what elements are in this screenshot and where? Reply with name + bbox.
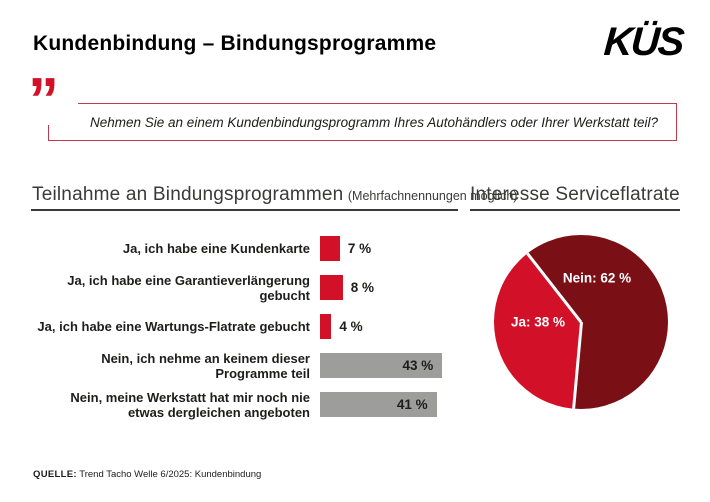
bar-category-label: Ja, ich habe eine Garantieverlängerung g… <box>67 272 310 303</box>
bar-category-label: Nein, ich nehme an keinem dieser Program… <box>101 350 310 381</box>
bar-value-label: 41 % <box>396 397 428 412</box>
pie-slice-divider <box>571 321 583 409</box>
bar-category-label: Ja, ich habe eine Wartungs-Flatrate gebu… <box>37 319 310 334</box>
bar-row: Nein, meine Werkstatt hat mir noch nie e… <box>33 389 458 420</box>
bar: 41 % <box>320 392 437 417</box>
bar-track: 41 % <box>320 392 448 417</box>
bar-track: 8 % <box>320 275 448 300</box>
bar-row: Ja, ich habe eine Wartungs-Flatrate gebu… <box>33 314 458 339</box>
pie-section-heading: Interesse Serviceflatrate <box>470 184 680 206</box>
bar <box>320 275 343 300</box>
bar-row: Ja, ich habe eine Kundenkarte 7 % <box>33 236 458 261</box>
bar-value-label: 7 % <box>347 241 372 256</box>
pie-slice-label-ja: Ja: 38 % <box>510 314 566 330</box>
bar-category-label: Ja, ich habe eine Kundenkarte <box>122 241 310 256</box>
bar-value-label: 43 % <box>402 358 434 373</box>
bar-value-label: 8 % <box>350 280 375 295</box>
pie-section-divider <box>470 209 680 211</box>
bar-section-subtitle: (Mehrfachnennungen möglich) <box>347 189 518 203</box>
quotation-mark-icon: ” <box>28 66 59 135</box>
pie-slice-label-nein: Nein: 62 % <box>562 270 632 286</box>
source-note: QUELLE: Trend Tacho Welle 6/2025: Kunden… <box>33 469 261 480</box>
page-title: Kundenbindung – Bindungsprogramme <box>33 32 437 55</box>
quote-mark-background <box>40 95 78 125</box>
pie-slice-divider <box>526 252 582 323</box>
bar-track: 4 % <box>320 314 448 339</box>
source-label: QUELLE: <box>33 469 77 480</box>
bar-value-label: 4 % <box>339 319 363 334</box>
survey-question: Nehmen Sie an einem Kundenbindungsprogra… <box>90 114 659 130</box>
bar-row: Nein, ich nehme an keinem dieser Program… <box>33 350 458 381</box>
source-text: Trend Tacho Welle 6/2025: Kundenbindung <box>76 469 262 480</box>
bar: 43 % <box>320 353 443 378</box>
bar <box>320 236 340 261</box>
bar-section-title: Teilnahme an Bindungsprogrammen <box>32 184 344 205</box>
bar-track: 7 % <box>320 236 448 261</box>
bar-chart: Ja, ich habe eine Kundenkarte 7 % Ja, ich … <box>33 236 458 431</box>
bar-track: 43 % <box>320 353 448 378</box>
pie-chart: Nein: 62 % Ja: 38 % <box>494 235 668 409</box>
bar-section-heading: Teilnahme an Bindungsprogrammen (Mehrfac… <box>32 184 517 206</box>
kues-logo: KÜS <box>602 20 684 64</box>
bar-section-divider <box>31 209 458 211</box>
pie-section-title: Interesse Serviceflatrate <box>470 184 680 205</box>
bar <box>320 314 332 339</box>
bar-row: Ja, ich habe eine Garantieverlängerung g… <box>33 272 458 303</box>
bar-category-label: Nein, meine Werkstatt hat mir noch nie e… <box>70 389 310 420</box>
